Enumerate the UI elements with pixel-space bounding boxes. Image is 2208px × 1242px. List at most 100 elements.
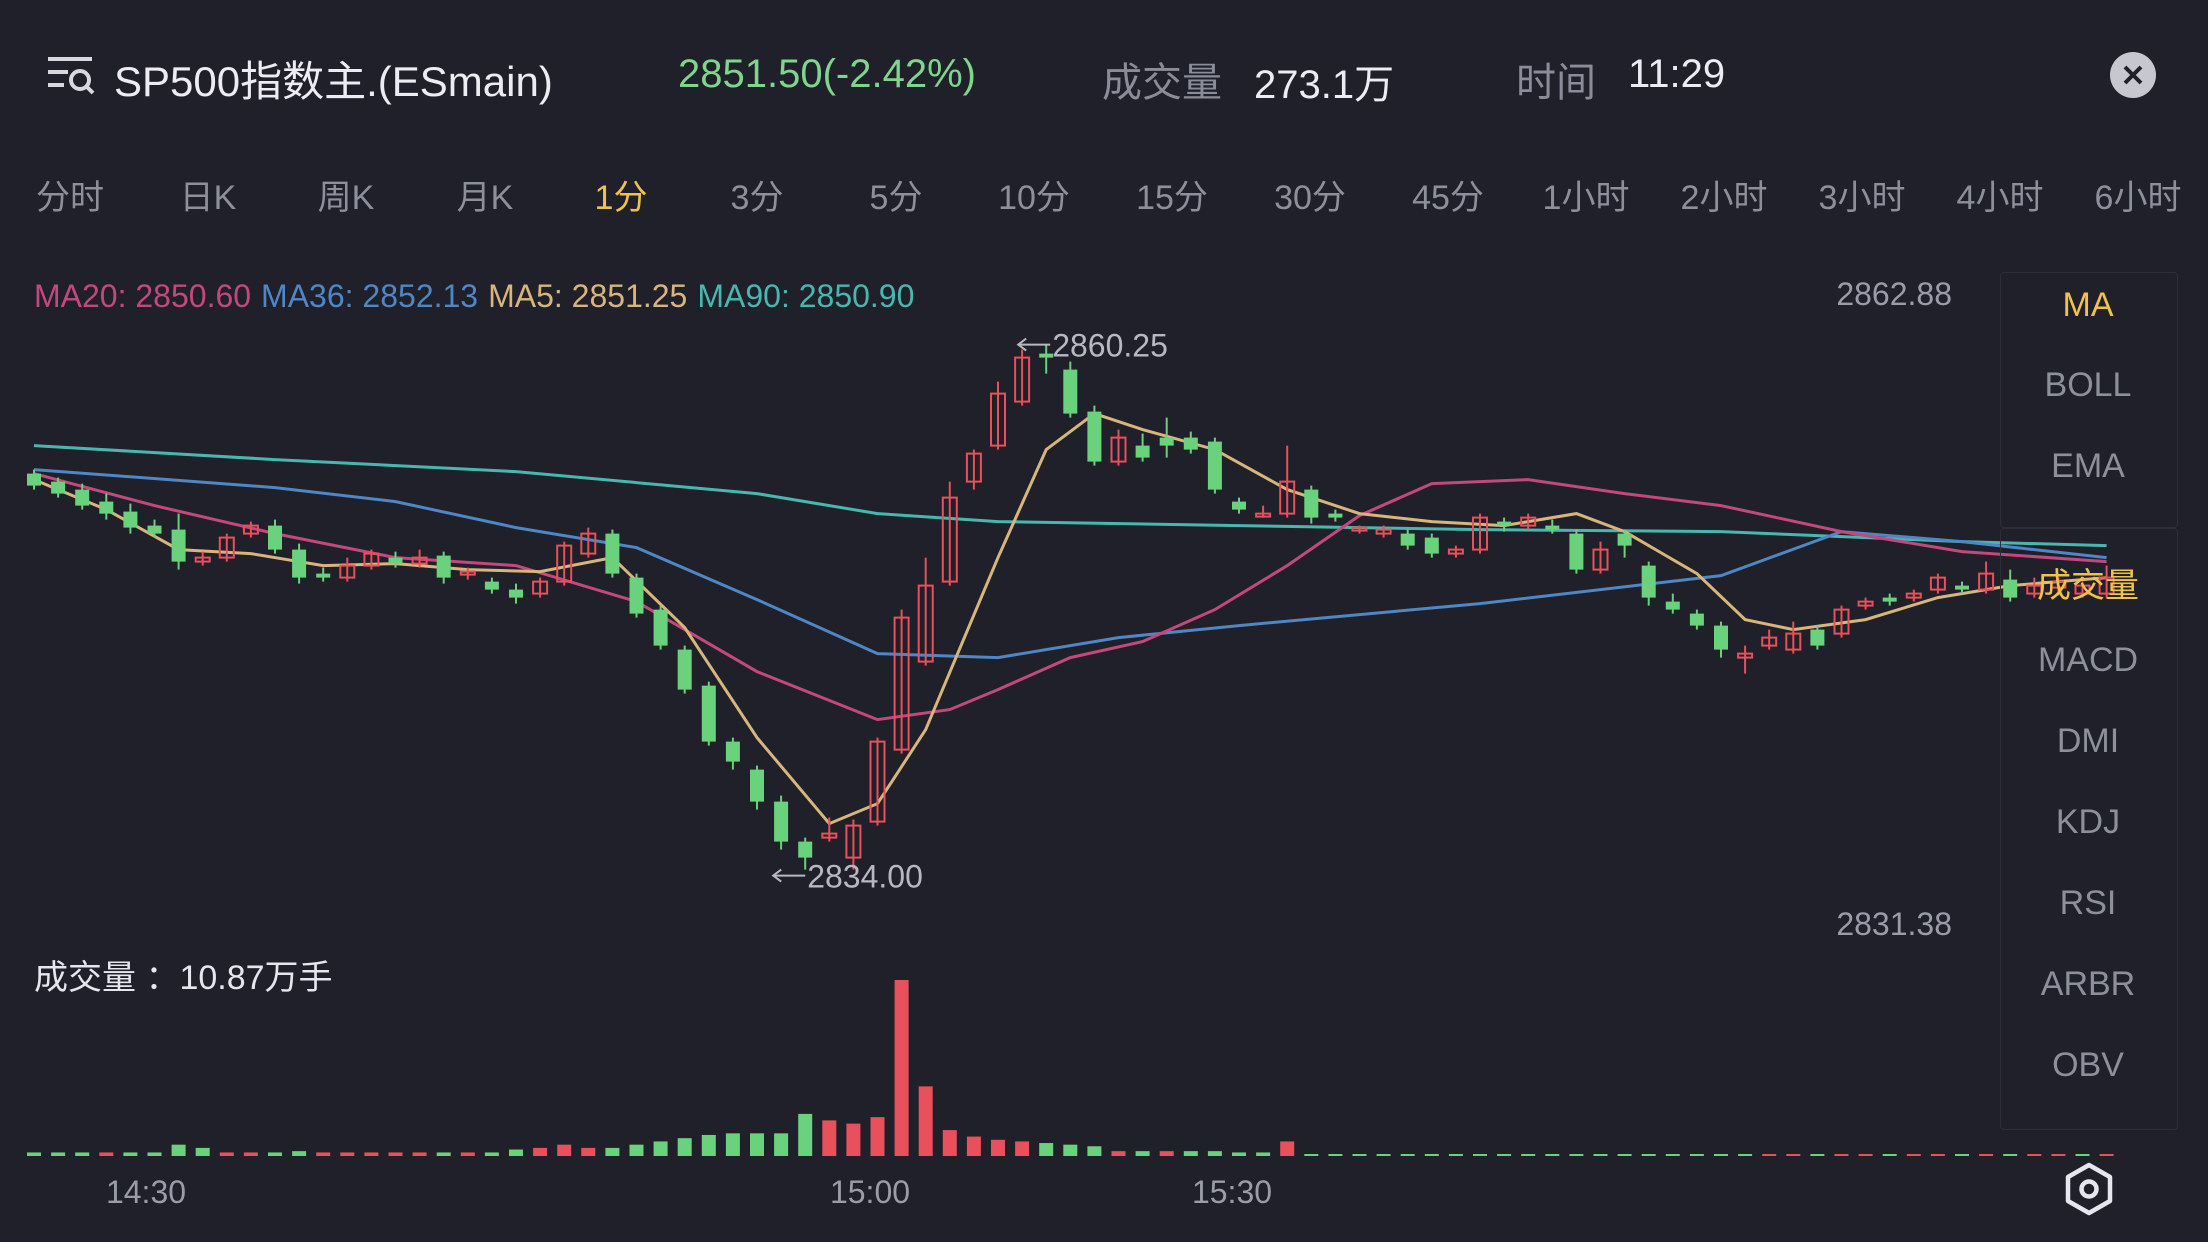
time-label-1: 15:00 — [829, 1174, 911, 1210]
volume-bar — [1593, 1154, 1608, 1156]
candle-body — [316, 573, 331, 578]
candle-body — [1665, 601, 1680, 610]
settings-hexagon-icon[interactable] — [2062, 1162, 2116, 1216]
sub-indicator-box — [2000, 528, 2178, 1130]
candle-body — [1833, 608, 1850, 635]
candle-body — [1497, 521, 1512, 526]
tab-11[interactable]: 1小时 — [1542, 179, 1630, 217]
volume-bar — [725, 1133, 740, 1156]
volume-bar — [942, 1130, 957, 1156]
tab-8[interactable]: 15分 — [1136, 179, 1208, 217]
candle-body — [893, 616, 910, 751]
tab-13[interactable]: 3小时 — [1818, 179, 1906, 217]
candle-body — [1472, 516, 1488, 551]
tab-3[interactable]: 月K — [456, 179, 514, 217]
indicator-sub-5[interactable]: ARBR — [2040, 965, 2136, 1003]
candle-body — [774, 801, 789, 842]
volume-bar — [991, 1139, 1005, 1156]
tab-9[interactable]: 30分 — [1274, 179, 1346, 217]
tab-2[interactable]: 周K — [317, 179, 375, 217]
volume-bar — [1617, 1154, 1632, 1156]
last-price-change: 2851.50(-2.42%) — [678, 52, 976, 96]
volume-bar — [364, 1152, 379, 1156]
indicator-main-ma[interactable]: MA — [2062, 286, 2114, 324]
volume-bar — [605, 1147, 620, 1156]
indicator-sub-0[interactable]: 成交量 — [2037, 567, 2139, 605]
tab-4[interactable]: 1分 — [594, 179, 648, 217]
volume-bar — [1063, 1144, 1078, 1156]
tab-15[interactable]: 6小时 — [2094, 179, 2182, 217]
volume-bar — [1304, 1154, 1319, 1156]
candle-body — [750, 769, 764, 802]
volume-bar — [2099, 1154, 2114, 1156]
volume-bar — [484, 1152, 499, 1156]
volume-bar — [292, 1151, 307, 1156]
tab-14[interactable]: 4小时 — [1956, 179, 2044, 217]
candle-body — [1183, 437, 1198, 450]
candle-body — [411, 556, 428, 565]
tab-10[interactable]: 45分 — [1412, 179, 1484, 217]
legend-ma20: MA20: 2850.60 — [34, 278, 252, 314]
candle-body — [1737, 652, 1754, 659]
volume-bar — [195, 1147, 210, 1156]
volume-bar — [1569, 1154, 1584, 1156]
volume-bar — [1015, 1141, 1030, 1156]
volume-bar — [2027, 1154, 2042, 1156]
instrument-title[interactable]: SP500指数主.(ESmain) — [114, 58, 553, 105]
tab-6[interactable]: 5分 — [869, 179, 923, 217]
indicator-sub-1[interactable]: MACD — [2037, 641, 2139, 679]
candle-body — [1689, 613, 1704, 626]
candle-body — [2003, 579, 2018, 598]
indicator-sub-3[interactable]: KDJ — [2055, 803, 2121, 841]
volume-bar — [1111, 1151, 1126, 1156]
high-marker-label: 2860.25 — [1052, 328, 1168, 364]
candle-body — [941, 496, 958, 583]
candle-body — [1424, 537, 1439, 554]
indicator-main-ema[interactable]: EMA — [2051, 447, 2125, 485]
volume-bar — [1448, 1154, 1463, 1156]
candle-body — [1905, 592, 1922, 599]
volume-bar — [1280, 1141, 1295, 1156]
candle-body — [2050, 580, 2067, 589]
tab-7[interactable]: 10分 — [998, 179, 1070, 217]
volume-bar — [1906, 1154, 1921, 1156]
volume-bar — [629, 1144, 644, 1156]
indicator-sub-2[interactable]: DMI — [2056, 722, 2120, 760]
ma-line-ma36 — [33, 468, 2107, 660]
volume-bar — [774, 1133, 789, 1156]
candle-body — [917, 584, 934, 663]
menu-search-icon[interactable] — [46, 54, 96, 98]
candle-body — [965, 452, 982, 483]
volume-bar — [268, 1152, 282, 1156]
close-icon — [2123, 65, 2143, 85]
indicator-sub-4[interactable]: RSI — [2059, 884, 2117, 922]
volume-bar — [822, 1120, 837, 1156]
candle-body — [1014, 356, 1031, 403]
candle-body — [194, 556, 211, 563]
candle-body — [1304, 489, 1319, 518]
candle-body — [1087, 411, 1102, 462]
candle-body — [1545, 525, 1560, 530]
volume-value: 273.1万 — [1254, 63, 1395, 107]
candle-body — [339, 564, 356, 579]
time-label-2: 15:30 — [1191, 1174, 1273, 1210]
candle-body — [123, 511, 138, 528]
candle-body — [725, 741, 740, 762]
close-button[interactable] — [2110, 52, 2156, 98]
time-label: 时间 — [1516, 61, 1596, 105]
tab-0[interactable]: 分时 — [36, 179, 104, 217]
candle-body — [1351, 526, 1368, 532]
volume-bar — [846, 1123, 861, 1156]
candle-body — [845, 824, 862, 859]
indicator-sub-6[interactable]: OBV — [2052, 1046, 2124, 1084]
candle-body — [292, 549, 307, 578]
volume-bar — [1714, 1154, 1728, 1156]
volume-bar — [1545, 1154, 1560, 1156]
tab-5[interactable]: 3分 — [730, 179, 784, 217]
volume-bar — [460, 1152, 475, 1156]
tab-12[interactable]: 2小时 — [1680, 179, 1768, 217]
tab-1[interactable]: 日K — [179, 179, 237, 217]
indicator-main-boll[interactable]: BOLL — [2044, 366, 2132, 404]
candle-body — [99, 501, 114, 514]
